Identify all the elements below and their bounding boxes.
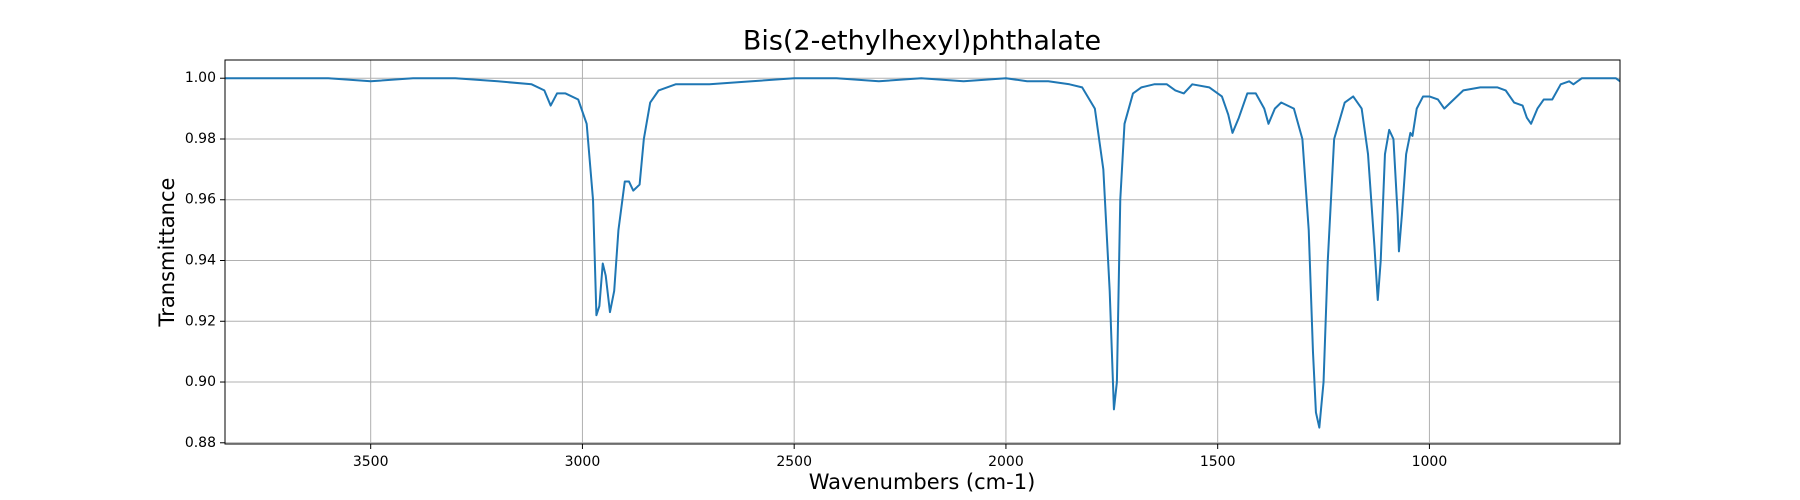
y-tick-label: 0.98 xyxy=(185,131,216,147)
plot-frame xyxy=(224,59,1621,445)
x-tick-label: 3000 xyxy=(565,454,601,470)
chart-title: Bis(2-ethylhexyl)phthalate xyxy=(743,26,1101,57)
y-tick-label: 0.90 xyxy=(185,374,216,390)
y-tick-label: 0.88 xyxy=(185,435,216,451)
x-axis-label: Wavenumbers (cm-1) xyxy=(809,470,1036,494)
y-tick-label: 1.00 xyxy=(185,70,216,86)
x-tick-label: 2000 xyxy=(988,454,1024,470)
x-tick-label: 2500 xyxy=(776,454,812,470)
y-axis-label: Transmittance xyxy=(155,178,179,328)
x-tick-label: 1000 xyxy=(1412,454,1448,470)
x-tick-label: 1500 xyxy=(1200,454,1236,470)
y-tick-label: 0.92 xyxy=(185,313,216,329)
y-tick-label: 0.94 xyxy=(185,253,216,269)
x-tick-label: 3500 xyxy=(353,454,389,470)
spectrum-line xyxy=(225,77,1621,429)
y-tick-label: 0.96 xyxy=(185,192,216,208)
